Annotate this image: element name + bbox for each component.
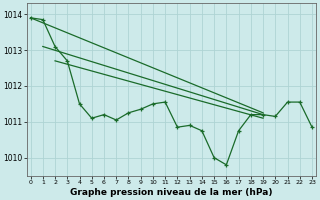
X-axis label: Graphe pression niveau de la mer (hPa): Graphe pression niveau de la mer (hPa) [70,188,273,197]
